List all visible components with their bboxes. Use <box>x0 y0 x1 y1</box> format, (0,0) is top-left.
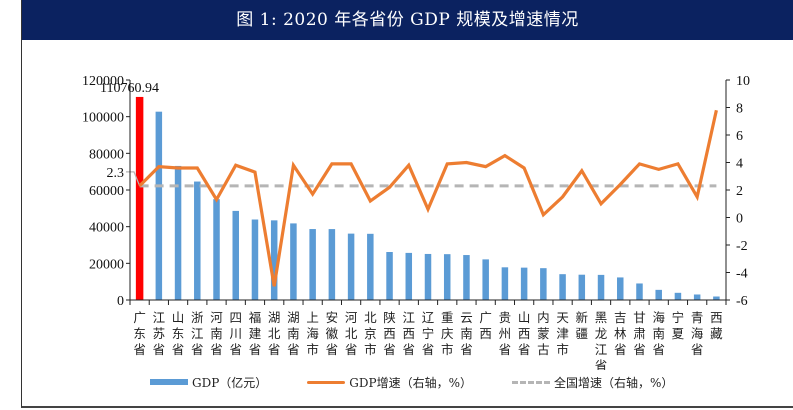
gdp-bar <box>540 268 547 300</box>
category-label: 山东省 <box>172 311 185 357</box>
gdp-bar <box>597 274 605 300</box>
right-tick-label: 2 <box>736 184 743 199</box>
category-label: 甘肃省 <box>633 311 646 357</box>
category-label: 宁夏 <box>672 310 685 341</box>
legend-swatch-national <box>511 380 550 384</box>
gdp-bar <box>347 233 355 300</box>
category-label: 青海省 <box>691 311 704 357</box>
gdp-bar <box>463 255 470 300</box>
gdp-data-label: 110760.94 <box>100 81 159 96</box>
gdp-bar <box>674 292 682 300</box>
left-tick-label: 100000 <box>82 111 124 126</box>
category-label: 山西省 <box>518 311 531 357</box>
legend-item-gdp: GDP（亿元） <box>150 374 267 391</box>
category-label: 辽宁省 <box>422 311 435 357</box>
category-label: 重庆市 <box>441 310 454 357</box>
legend-item-national: 全国增速（右轴，%） <box>511 374 674 391</box>
gdp-bar <box>194 181 201 300</box>
category-label: 广东省 <box>133 311 146 357</box>
gdp-bar <box>520 267 528 300</box>
gdp-bar <box>578 274 586 300</box>
gdp-bar <box>482 259 489 300</box>
category-label: 新疆 <box>576 310 589 341</box>
left-tick-label: 20000 <box>89 257 124 272</box>
right-tick-label: 4 <box>736 157 743 172</box>
category-label: 广西 <box>479 311 492 341</box>
category-label: 浙江省 <box>191 310 204 357</box>
category-label: 河北省 <box>345 311 358 357</box>
category-label: 江苏省 <box>153 311 166 357</box>
right-tick-label: 10 <box>736 74 750 89</box>
gdp-bar <box>155 111 163 301</box>
gdp-bar <box>386 251 393 300</box>
gdp-bar <box>617 277 624 300</box>
gdp-bar <box>424 253 432 300</box>
gdp-bar <box>636 283 643 300</box>
legend-label-growth: GDP增速（右轴，%） <box>349 375 472 390</box>
gdp-bar <box>328 229 336 300</box>
gdp-bar <box>501 267 509 300</box>
right-tick-label: 6 <box>736 129 743 144</box>
category-label: 海南省 <box>652 310 665 357</box>
category-label: 内蒙古 <box>537 311 550 357</box>
gdp-bar <box>693 294 701 300</box>
right-tick-label: -4 <box>736 267 748 282</box>
category-label: 贵州省 <box>499 311 512 357</box>
chart: 0 20000 40000 60000 80000 100000 120000 -6 -4 -2 0… <box>82 74 750 370</box>
gdp-bar <box>290 223 297 300</box>
gdp-bar <box>405 252 413 300</box>
gdp-bar <box>135 96 144 300</box>
legend-label-gdp: GDP（亿元） <box>192 375 268 390</box>
category-label: 西藏 <box>710 311 723 341</box>
category-label: 江西省 <box>403 311 416 357</box>
category-label: 北京市 <box>364 311 377 357</box>
category-label: 四川省 <box>229 311 242 357</box>
legend: GDP（亿元） GDP增速（右轴，%） 全国增速（右轴，%） <box>150 372 713 392</box>
legend-swatch-growth <box>307 380 346 384</box>
left-tick-label: 0 <box>117 294 124 309</box>
figure-title: 图 1: 2020 年各省份 GDP 规模及增速情况 <box>22 0 793 40</box>
right-tick-label: -6 <box>736 294 748 309</box>
left-tick-label: 60000 <box>89 184 124 199</box>
gdp-bar <box>713 296 720 300</box>
gdp-bar <box>270 220 278 300</box>
category-label: 天津市 <box>556 311 569 357</box>
category-label: 云南省 <box>460 311 473 357</box>
right-tick-label: 0 <box>736 212 743 227</box>
category-label: 湖北省 <box>268 310 281 357</box>
category-label: 吉林省 <box>614 311 627 357</box>
figure-frame <box>21 0 793 408</box>
legend-item-growth: GDP增速（右轴，%） <box>307 374 472 391</box>
left-tick-label: 120000 <box>82 74 124 89</box>
right-tick-label: -2 <box>736 239 748 254</box>
category-label: 安徽省 <box>326 310 339 357</box>
category-label: 黑龙江省 <box>595 311 608 370</box>
gdp-bar <box>559 274 566 300</box>
left-tick-label: 80000 <box>89 147 124 162</box>
category-label: 福建省 <box>249 310 262 357</box>
category-label: 河南省 <box>210 311 223 357</box>
category-label: 上海市 <box>306 311 319 357</box>
gdp-bar <box>443 254 451 300</box>
national-growth-label: 2.3 <box>107 166 125 181</box>
legend-swatch-gdp <box>150 379 188 385</box>
legend-label-national: 全国增速（右轴，%） <box>553 375 674 390</box>
gdp-bar <box>174 165 182 300</box>
right-tick-label: 8 <box>736 102 743 117</box>
gdp-bar <box>251 219 259 300</box>
gdp-bar <box>232 210 239 300</box>
category-label: 陕西省 <box>383 310 396 357</box>
gdp-bar <box>213 199 220 300</box>
national-growth-leader <box>126 171 141 187</box>
gdp-bar <box>309 229 316 300</box>
category-label: 湖南省 <box>287 310 300 357</box>
gdp-bar <box>367 233 374 300</box>
left-tick-label: 40000 <box>89 221 124 236</box>
gdp-bar <box>655 289 662 300</box>
